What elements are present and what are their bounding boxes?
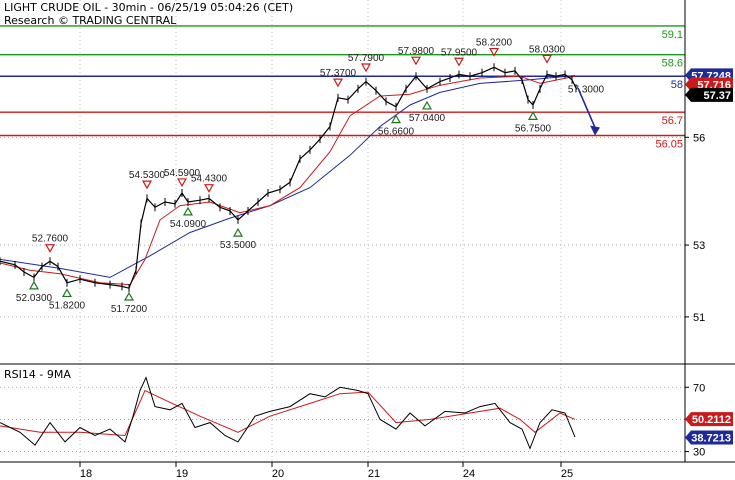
level-label-4: 56.05	[655, 139, 683, 151]
rsi-tick-label-0: 30	[693, 447, 705, 459]
pivot-high-label-8: 58.2200	[476, 38, 513, 49]
time-tick-label-0: 18	[80, 468, 92, 480]
pivot-high-label-1: 54.5300	[129, 170, 166, 181]
time-tick-label-2: 20	[272, 468, 284, 480]
chart-title: LIGHT CRUDE OIL - 30min - 06/25/19 05:04…	[4, 1, 293, 14]
pivot-low-marker-5	[390, 114, 402, 124]
pivot-high-marker-2	[176, 178, 188, 188]
pivot-low-marker-4	[232, 227, 244, 237]
rsi-tick-label-2: 70	[693, 382, 705, 394]
time-axis: 18 19 20 21 24 25	[79, 462, 573, 480]
level-label-2: 58	[671, 79, 683, 91]
pivot-low-marker-1	[61, 288, 73, 298]
chart-subtitle: Research © TRADING CENTRAL	[4, 14, 177, 27]
rsi-tag-0-box	[685, 412, 733, 427]
slow-moving-average	[0, 75, 576, 278]
pivot-low-marker-3	[182, 206, 194, 216]
price-tag-2-box	[685, 87, 733, 102]
rsi-line	[0, 376, 576, 450]
price-series	[0, 63, 600, 293]
pivot-high-label-0: 52.7600	[32, 234, 69, 245]
pivot-high-label-4: 57.3700	[320, 68, 357, 79]
pivot-high-label-5: 57.7900	[348, 53, 385, 64]
price-line	[0, 66, 577, 289]
rsi-panel-title: RSI14 - 9MA	[4, 368, 71, 381]
time-tick-label-1: 19	[176, 468, 188, 480]
pivot-low-label-2: 51.7200	[111, 304, 148, 315]
pivot-low-marker-7	[527, 111, 539, 120]
pivot-high-label-7: 57.9500	[441, 47, 478, 58]
price-tick-label-1: 53	[693, 240, 705, 252]
pivot-low-marker-0	[28, 280, 40, 290]
pivot-high-marker-1	[141, 180, 153, 190]
pivot-high-marker-9	[541, 54, 553, 64]
pivot-high-label-2: 54.5900	[164, 168, 201, 179]
price-tick-label-0: 51	[693, 312, 705, 324]
pivot-low-label-7: 56.7500	[515, 123, 552, 134]
forecast-arrow-shaft	[577, 87, 596, 128]
pivot-high-marker-6	[410, 56, 422, 66]
pivot-high-label-9: 58.0300	[529, 44, 566, 55]
pivot-high-marker-3	[203, 184, 215, 193]
pivot-low-label-1: 51.8200	[49, 300, 86, 311]
pivot-high-marker-8	[488, 47, 500, 57]
pivot-high-marker-0	[44, 244, 56, 253]
pivot-low-marker-6	[421, 100, 433, 110]
forecast-label: 57.3000	[568, 85, 605, 96]
rsi-moving-average	[0, 389, 576, 437]
pivot-low-label-5: 56.6600	[378, 127, 415, 138]
pivot-low-label-4: 53.5000	[220, 240, 257, 251]
forecast-arrow-head	[590, 125, 600, 136]
pivot-low-marker-2	[123, 291, 135, 301]
rsi-tag-1-box	[685, 430, 733, 445]
rsi-tag-0-text: 50.2112	[692, 414, 731, 426]
rsi-tag-1-text: 38.7213	[691, 433, 731, 445]
time-tick-label-5: 25	[561, 468, 573, 480]
pivot-low-label-3: 54.0900	[170, 219, 207, 230]
price-tag-2-text: 57.37	[703, 90, 731, 102]
pivot-high-label-6: 57.9800	[398, 46, 435, 57]
rsi-series	[0, 376, 576, 450]
pivot-high-marker-5	[360, 63, 372, 73]
time-tick-label-4: 24	[463, 468, 475, 480]
pivot-low-label-6: 57.0400	[409, 113, 446, 124]
pivot-high-marker-4	[332, 78, 344, 88]
level-label-1: 58.6	[662, 58, 683, 70]
level-label-0: 59.1	[662, 29, 683, 41]
time-tick-label-3: 21	[368, 468, 380, 480]
pivot-high-marker-7	[453, 57, 465, 67]
pivot-high-label-3: 54.4300	[191, 174, 228, 185]
pivot-low-label-0: 52.0300	[16, 293, 53, 304]
price-tick-label-2: 56	[693, 132, 705, 144]
level-label-3: 56.7	[662, 115, 683, 127]
